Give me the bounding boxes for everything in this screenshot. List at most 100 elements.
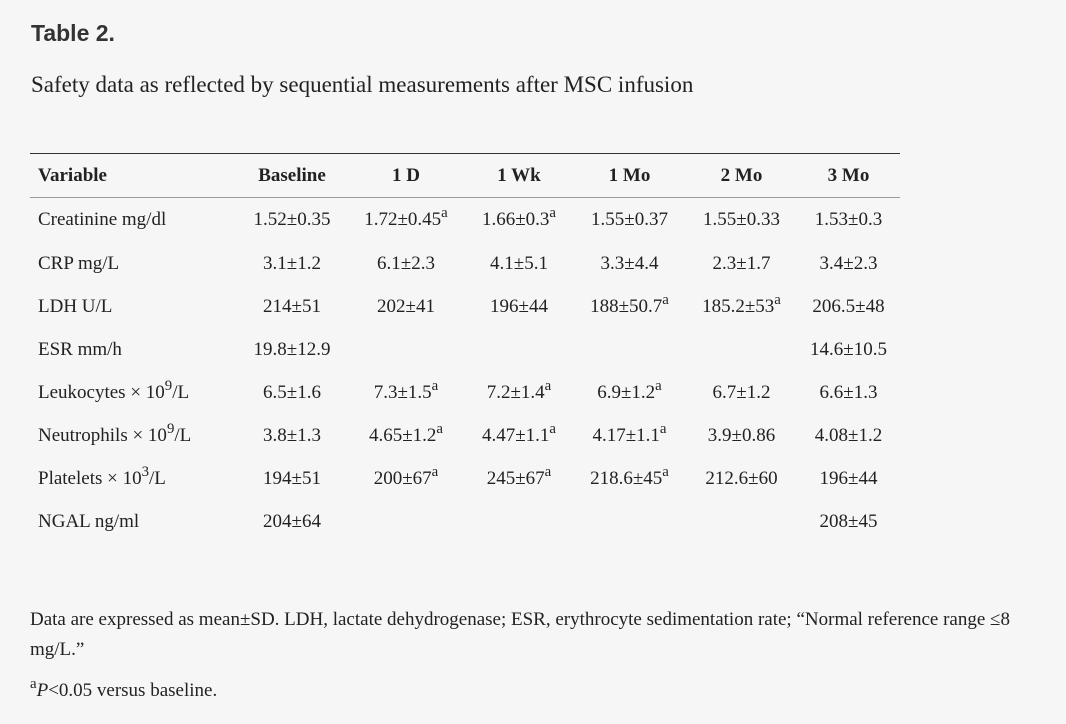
- cell-value: 3.3±4.4: [600, 252, 659, 274]
- table-cell: 7.2±1.4a: [465, 371, 573, 414]
- variable-name: CRP mg/L: [38, 252, 120, 274]
- column-header-1mo: 1 Mo: [608, 164, 651, 186]
- cell-value: 4.1±5.1: [490, 252, 548, 274]
- variable-name: NGAL ng/ml: [38, 510, 140, 532]
- cell-value: 4.17±1.1: [592, 424, 660, 446]
- significance-marker: a: [659, 420, 667, 437]
- column-header-2mo: 2 Mo: [720, 164, 763, 186]
- cell-value: 3.8±1.3: [263, 424, 321, 446]
- cell-value: 7.2±1.4: [486, 381, 545, 403]
- cell-value: 200±67: [373, 467, 432, 489]
- table-cell: 2.3±1.7: [686, 242, 797, 285]
- table-cell: 200±67a: [347, 457, 465, 500]
- table-cell: 188±50.7a: [573, 285, 686, 328]
- cell-value: 218.6±45: [590, 467, 663, 489]
- cell-value: 4.47±1.1: [481, 424, 550, 446]
- column-header-1wk: 1 Wk: [497, 164, 541, 186]
- table-cell: 208±45: [797, 500, 900, 543]
- table-cell: 212.6±60: [686, 457, 797, 500]
- cell-value: 185.2±53: [702, 295, 775, 317]
- table-row: ESR mm/h 19.8±12.9 14.6±10.5: [30, 328, 900, 371]
- table-cell: [686, 500, 797, 543]
- table-row: Leukocytes × 109/L 6.5±1.6 7.3±1.5a 7.2±1.4…: [30, 371, 900, 414]
- significance-marker: a: [655, 377, 662, 394]
- table-cell: 204±64: [237, 500, 347, 543]
- table-cell: [465, 500, 573, 543]
- significance-marker: a: [441, 204, 448, 221]
- cell-value: 194±51: [263, 467, 321, 489]
- column-header-1d: 1 D: [392, 164, 420, 186]
- table-cell: 6.5±1.6: [237, 371, 347, 414]
- table-cell: 3.8±1.3: [237, 414, 347, 457]
- significance-marker: a: [436, 420, 443, 437]
- footnote-p-symbol: P: [36, 680, 49, 701]
- table-cell: 19.8±12.9: [237, 328, 347, 371]
- row-variable-label: CRP mg/L: [30, 242, 237, 285]
- row-variable-label: Neutrophils × 109/L: [30, 414, 237, 457]
- table-footnote: aP<0.05 versus baseline.: [30, 676, 218, 702]
- table-cell: 6.9±1.2a: [573, 371, 686, 414]
- table-cell: [347, 500, 465, 543]
- table-cell: [686, 328, 797, 371]
- table-cell: 218.6±45a: [573, 457, 686, 500]
- cell-value: 204±64: [263, 510, 321, 532]
- variable-exponent: 3: [141, 463, 149, 480]
- cell-value: 6.6±1.3: [819, 381, 878, 403]
- cell-value: 214±51: [263, 295, 321, 317]
- variable-name: Platelets × 10: [38, 467, 142, 489]
- column-header-baseline: Baseline: [258, 164, 326, 186]
- variable-unit-suffix: /L: [174, 424, 192, 446]
- table-cell: 6.1±2.3: [347, 242, 465, 285]
- table-cell: 4.65±1.2a: [347, 414, 465, 457]
- cell-value: 2.3±1.7: [712, 252, 771, 274]
- cell-value: 1.72±0.45: [364, 209, 442, 230]
- significance-marker: a: [549, 420, 556, 437]
- cell-value: 6.1±2.3: [377, 252, 435, 274]
- cell-value: 1.66±0.3: [481, 209, 550, 230]
- cell-value: 188±50.7: [590, 295, 663, 317]
- cell-value: 6.7±1.2: [712, 381, 771, 403]
- variable-unit-suffix: /L: [149, 467, 166, 489]
- significance-marker: a: [662, 291, 669, 308]
- row-variable-label: LDH U/L: [30, 285, 237, 328]
- table-row: Platelets × 103/L 194±51 200±67a 245±67a 218…: [30, 457, 900, 500]
- table-cell: 3.4±2.3: [797, 242, 900, 285]
- significance-marker: a: [544, 463, 552, 480]
- table-row: NGAL ng/ml 204±64 208±45: [30, 500, 900, 543]
- table-cell: 4.47±1.1a: [465, 414, 573, 457]
- significance-marker: a: [544, 377, 552, 394]
- table-cell: 206.5±48: [797, 285, 900, 328]
- table-cell: 7.3±1.5a: [347, 371, 465, 414]
- variable-name: Neutrophils × 10: [38, 424, 167, 446]
- table-cell: 196±44: [465, 285, 573, 328]
- footnote-text: <0.05 versus baseline.: [48, 680, 218, 701]
- variable-exponent: 9: [166, 420, 175, 437]
- variable-name: LDH U/L: [38, 295, 113, 317]
- row-variable-label: Leukocytes × 109/L: [30, 371, 237, 414]
- cell-value: 4.08±1.2: [814, 424, 883, 446]
- cell-value: 208±45: [819, 510, 878, 532]
- table-cell: 1.72±0.45a: [347, 198, 465, 243]
- table-cell: 6.7±1.2: [686, 371, 797, 414]
- cell-value: 6.9±1.2: [597, 381, 656, 403]
- variable-name: ESR mm/h: [38, 338, 122, 360]
- cell-value: 4.65±1.2: [368, 424, 437, 446]
- row-variable-label: Platelets × 103/L: [30, 457, 237, 500]
- cell-value: 7.3±1.5: [373, 381, 432, 403]
- table-cell: 4.17±1.1a: [573, 414, 686, 457]
- row-variable-label: ESR mm/h: [30, 328, 237, 371]
- table-row: Creatinine mg/dl 1.52±0.35 1.72±0.45a 1.66±…: [30, 198, 900, 243]
- variable-exponent: 9: [164, 377, 173, 394]
- cell-value: 212.6±60: [705, 467, 778, 489]
- significance-marker: a: [549, 204, 556, 221]
- cell-value: 245±67: [486, 467, 545, 489]
- table-cell: 196±44: [797, 457, 900, 500]
- table-cell: 1.66±0.3a: [465, 198, 573, 243]
- table-row: Neutrophils × 109/L 3.8±1.3 4.65±1.2a 4.47±…: [30, 414, 900, 457]
- table-cell: 1.53±0.3: [797, 198, 900, 243]
- table-data-note: Data are expressed as mean±SD. LDH, lact…: [30, 609, 1010, 660]
- cell-value: 206.5±48: [812, 295, 885, 317]
- cell-value: 3.4±2.3: [819, 252, 878, 274]
- cell-value: 202±41: [377, 295, 435, 317]
